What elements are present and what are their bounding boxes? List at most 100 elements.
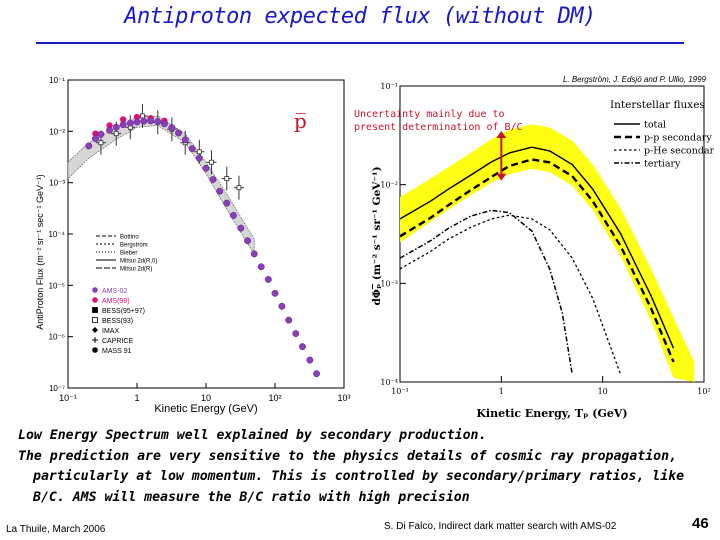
right-interstellar-flux-plot: 10⁻¹ 1 10 10² 10⁻¹ 10⁻² 10⁻³ 10⁻⁴ L. Bergström… bbox=[354, 75, 714, 420]
ams02-point bbox=[188, 145, 196, 153]
series-tertiary bbox=[399, 209, 573, 375]
ams02-point bbox=[85, 142, 93, 150]
ams02-point bbox=[278, 302, 286, 310]
ams02-point bbox=[126, 119, 134, 127]
ams98-point bbox=[106, 122, 113, 129]
right-x-ticks: 10⁻¹ 1 10 10² bbox=[391, 376, 711, 396]
ams02-point bbox=[147, 117, 155, 125]
ams02-point bbox=[209, 176, 217, 184]
other-point bbox=[140, 113, 145, 119]
left-x-tick-label: 10³ bbox=[337, 393, 350, 403]
right-legend: total p-p secondary p-He secondary tertiary bbox=[614, 120, 714, 170]
yellow-uncertainty-band bbox=[400, 124, 695, 382]
ams02-point bbox=[292, 330, 300, 338]
left-legend-points: AMS-02 AMS(98) BESS(95+97) BESS(93) IMAX CAPR… bbox=[92, 287, 145, 355]
right-y-tick-label: 10⁻¹ bbox=[380, 82, 398, 91]
ams02-point bbox=[271, 289, 279, 297]
ams02-point bbox=[216, 187, 224, 195]
left-y-tick-label: 10⁻⁴ bbox=[48, 230, 65, 239]
citation-text: L. Bergström, J. Edsjö and P. Ullio, 199… bbox=[563, 75, 707, 84]
left-ams02-points bbox=[85, 117, 320, 378]
uncertainty-annotation-line-2: present determination of B/C bbox=[354, 122, 523, 133]
other-point bbox=[209, 159, 214, 165]
left-legend-point-label: IMAX bbox=[102, 328, 119, 335]
left-y-tick-label: 10⁻¹ bbox=[49, 76, 65, 85]
right-legend-label: tertiary bbox=[644, 159, 681, 170]
left-legend-marker bbox=[92, 327, 98, 333]
left-x-tick-label: 10 bbox=[201, 393, 211, 403]
right-y-axis-label: dΦₚ̅ (m⁻² s⁻¹ sr⁻¹ GeV⁻¹) bbox=[371, 166, 383, 305]
left-x-axis-label: Kinetic Energy (GeV) bbox=[154, 403, 257, 415]
right-y-tick-label: 10⁻⁴ bbox=[380, 378, 398, 387]
left-legend-curve-label: Mitsui 2d(R) bbox=[120, 267, 152, 273]
footer-author-talk: S. Di Falco, Indirect dark matter search… bbox=[384, 521, 617, 532]
other-point bbox=[196, 149, 202, 155]
left-legend-curve-label: Bergstrom bbox=[120, 243, 148, 249]
other-point bbox=[236, 185, 242, 191]
bullet-2: The prediction are very sensitive to the… bbox=[18, 448, 685, 505]
ams02-point bbox=[181, 136, 189, 144]
bullet-list: Low Energy Spectrum well explained by se… bbox=[18, 426, 708, 508]
left-legend-marker bbox=[92, 317, 98, 323]
ams98-point bbox=[119, 116, 127, 123]
left-legend-point-label: BESS(95+97) bbox=[102, 308, 145, 315]
right-x-tick-label: 10⁻¹ bbox=[391, 387, 409, 396]
arrow-head-top bbox=[496, 130, 507, 138]
left-y-tick-label: 10⁻⁷ bbox=[49, 384, 65, 393]
ams02-point bbox=[299, 343, 306, 351]
left-y-tick-label: 10⁻⁶ bbox=[49, 333, 65, 342]
ams02-point bbox=[250, 250, 258, 258]
left-legend-curves: Bottino Bergstrom Bieber Mitsui 2d(R,0) Mits… bbox=[96, 235, 157, 273]
slide-title: Antiproton expected flux (without DM) bbox=[124, 4, 596, 29]
ams02-point bbox=[161, 120, 168, 128]
right-legend-label: p-p secondary bbox=[644, 133, 712, 144]
ams02-point bbox=[223, 199, 231, 207]
series-p-p-secondary bbox=[399, 158, 675, 363]
left-legend-curve-label: Bieber bbox=[120, 251, 137, 257]
ams98-point bbox=[92, 130, 99, 137]
right-x-tick-label: 1 bbox=[499, 387, 504, 396]
ams02-point bbox=[133, 118, 141, 126]
other-point bbox=[224, 176, 230, 182]
left-legend-point-label: AMS-02 bbox=[102, 288, 127, 295]
right-x-tick-label: 10² bbox=[697, 387, 710, 396]
left-legend-point-label: MASS 91 bbox=[102, 348, 132, 355]
left-x-tick-label: 10⁻¹ bbox=[59, 393, 77, 403]
left-y-tick-label: 10⁻² bbox=[49, 127, 65, 136]
left-x-ticks: 10⁻¹ 1 10 10² 10³ bbox=[59, 383, 351, 403]
left-legend-point-label: AMS(98) bbox=[102, 298, 130, 305]
right-y-tick-label: 10⁻³ bbox=[380, 279, 398, 288]
left-legend-point-label: CAPRICE bbox=[102, 338, 133, 345]
right-legend-label: total bbox=[644, 120, 666, 131]
ams02-point bbox=[244, 237, 251, 245]
series-total bbox=[399, 146, 675, 349]
ams02-point bbox=[140, 117, 148, 125]
ams02-point bbox=[285, 316, 293, 324]
left-y-tick-label: 10⁻⁵ bbox=[49, 281, 65, 290]
other-point bbox=[98, 140, 104, 146]
bullet-1: Low Energy Spectrum well explained by se… bbox=[18, 428, 487, 443]
left-legend-marker bbox=[92, 337, 98, 343]
footer-conference: La Thuile, March 2006 bbox=[6, 524, 106, 535]
ams02-point bbox=[195, 154, 203, 162]
ams02-point bbox=[154, 118, 162, 126]
ams02-point bbox=[168, 124, 176, 132]
ams02-point bbox=[112, 123, 120, 131]
ams02-point bbox=[230, 211, 237, 219]
ams02-point bbox=[97, 130, 105, 138]
right-uncertainty-band bbox=[400, 124, 695, 382]
arrow-head-bottom bbox=[496, 173, 507, 181]
left-x-tick-label: 1 bbox=[134, 393, 139, 403]
left-x-tick-label: 10² bbox=[268, 393, 281, 403]
ams02-point bbox=[313, 370, 320, 378]
title-underline bbox=[36, 42, 684, 44]
ams02-point bbox=[264, 276, 272, 283]
right-y-tick-label: 10⁻² bbox=[380, 181, 398, 190]
page-number: 46 bbox=[692, 515, 709, 532]
left-legend-marker bbox=[92, 307, 98, 313]
ams98-point bbox=[133, 113, 141, 121]
ams02-point bbox=[237, 224, 245, 232]
other-point bbox=[113, 131, 119, 137]
left-antiproton-flux-plot: 10⁻¹ 1 10 10² 10³ 10⁻¹10⁻²10⁻³10⁻⁴10⁻⁵10⁻⁶10… bbox=[35, 76, 351, 415]
ams02-point bbox=[175, 129, 182, 137]
